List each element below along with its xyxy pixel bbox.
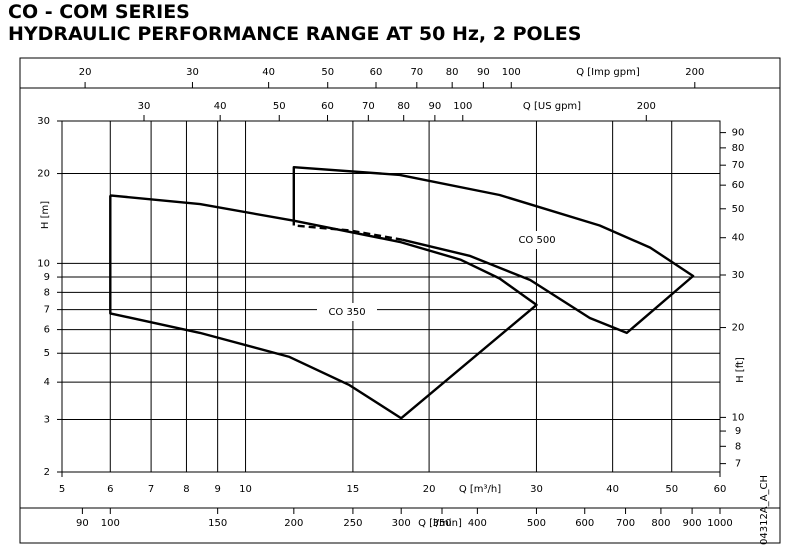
secondary-tick-label: 90 (732, 128, 745, 139)
secondary-tick-label: 80 (732, 143, 745, 154)
secondary-tick-label: 7 (735, 459, 741, 470)
secondary-tick-label: 400 (468, 518, 487, 529)
secondary-tick-label: 20 (79, 67, 92, 78)
secondary-tick-label: 900 (683, 518, 702, 529)
secondary-tick-label: 250 (343, 518, 362, 529)
secondary-tick-label: 60 (370, 67, 383, 78)
chart-subtitle: HYDRAULIC PERFORMANCE RANGE AT 50 Hz, 2 … (8, 23, 581, 45)
x-tick-label: 60 (714, 484, 727, 495)
x-tick-label: 30 (530, 484, 543, 495)
secondary-tick-label: 300 (392, 518, 411, 529)
x-tick-label: 40 (606, 484, 619, 495)
secondary-axis-label: Q [US gpm] (523, 101, 581, 112)
secondary-tick-label: 50 (732, 204, 745, 215)
y-tick-label: 10 (37, 258, 50, 269)
secondary-tick-label: 500 (527, 518, 546, 529)
secondary-tick-label: 60 (732, 180, 745, 191)
y-tick-label: 3 (44, 414, 50, 425)
y-tick-label: 5 (44, 348, 50, 359)
secondary-tick-label: 600 (575, 518, 594, 529)
x-tick-label: 50 (665, 484, 678, 495)
secondary-tick-label: 70 (410, 67, 423, 78)
x-tick-label: 10 (239, 484, 252, 495)
secondary-tick-label: 70 (732, 160, 745, 171)
secondary-tick-label: 200 (637, 101, 656, 112)
secondary-tick-label: 30 (138, 101, 151, 112)
secondary-tick-label: 800 (651, 518, 670, 529)
x-tick-label: 9 (214, 484, 220, 495)
secondary-tick-label: 90 (429, 101, 442, 112)
secondary-tick-label: 30 (186, 67, 199, 78)
secondary-axis-label: Q [Imp gpm] (576, 67, 640, 78)
y-tick-label: 4 (44, 377, 50, 388)
curve (292, 166, 695, 335)
secondary-tick-label: 50 (273, 101, 286, 112)
plot-frame (61, 120, 721, 473)
curve-label-bg (317, 303, 377, 321)
x-tick-label: 6 (107, 484, 113, 495)
x-tick-label: 5 (59, 484, 65, 495)
x-tick-label: 7 (148, 484, 154, 495)
x-tick-label: 8 (183, 484, 189, 495)
secondary-tick-label: 1000 (707, 518, 732, 529)
secondary-tick-label: 350 (432, 518, 451, 529)
y-tick-label: 2 (44, 467, 50, 478)
secondary-tick-label: 8 (735, 441, 741, 452)
secondary-axis-label: Q [l/min] (418, 518, 462, 529)
secondary-tick-label: 90 (477, 67, 490, 78)
y-tick-label: 8 (44, 287, 50, 298)
secondary-tick-label: 40 (262, 67, 275, 78)
y-tick-label: 6 (44, 325, 50, 336)
x-axis-label: Q [m³/h] (459, 484, 501, 495)
y-tick-label: 9 (44, 272, 50, 283)
secondary-tick-label: 700 (616, 518, 635, 529)
x-tick-label: 20 (423, 484, 436, 495)
secondary-tick-label: 50 (321, 67, 334, 78)
secondary-tick-label: 100 (502, 67, 521, 78)
secondary-tick-label: 100 (453, 101, 472, 112)
secondary-tick-label: 60 (321, 101, 334, 112)
drawing-code: 04312A_A_CH (759, 475, 770, 545)
chart-title: CO - COM SERIES (8, 1, 190, 23)
y-tick-label: 30 (37, 116, 50, 127)
secondary-tick-label: 40 (732, 233, 745, 244)
secondary-tick-label: 9 (735, 426, 741, 437)
secondary-tick-label: 10 (732, 412, 745, 423)
secondary-tick-label: 80 (397, 101, 410, 112)
secondary-tick-label: 40 (214, 101, 227, 112)
secondary-tick-label: 70 (362, 101, 375, 112)
curve-label: CO 350 (328, 307, 365, 318)
x-tick-label: 15 (347, 484, 360, 495)
secondary-tick-label: 150 (208, 518, 227, 529)
curve-label: CO 500 (518, 235, 555, 246)
outer-frame (19, 57, 781, 544)
secondary-tick-label: 200 (284, 518, 303, 529)
secondary-tick-label: 80 (446, 67, 459, 78)
secondary-tick-label: 20 (732, 323, 745, 334)
y-axis-label: H [m] (40, 201, 51, 229)
curve (293, 224, 403, 241)
y-tick-label: 7 (44, 305, 50, 316)
y-tick-label: 20 (37, 169, 50, 180)
secondary-tick-label: 100 (101, 518, 120, 529)
secondary-tick-label: 30 (732, 270, 745, 281)
secondary-tick-label: 90 (76, 518, 89, 529)
secondary-axis-label: H [ft] (735, 357, 746, 383)
secondary-tick-label: 200 (685, 67, 704, 78)
curve-label-bg (507, 231, 567, 249)
